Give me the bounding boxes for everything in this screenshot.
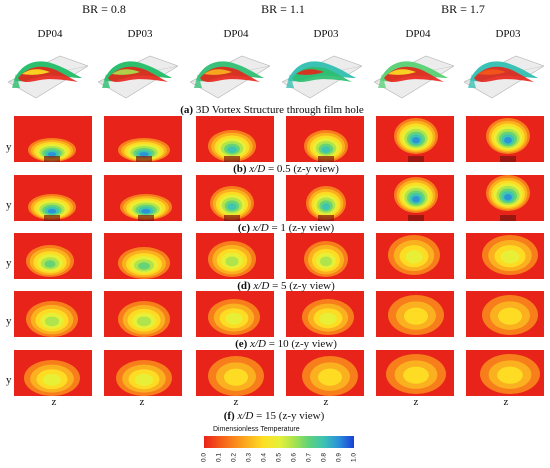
caption-f: (f) x/D = 15 (z-y view): [223, 410, 325, 422]
br-label-1.7: BR = 1.7: [441, 2, 485, 16]
temperature-contour: [466, 175, 544, 221]
y-axis-label-d: y: [6, 257, 12, 269]
temperature-contour: [196, 175, 274, 221]
temperature-contour: [286, 350, 364, 396]
temperature-contour: [14, 175, 92, 221]
temperature-contour: [104, 291, 182, 337]
colorbar: [204, 435, 354, 448]
temperature-contour: [466, 233, 544, 279]
y-axis-label-e: y: [6, 315, 12, 327]
colorbar-tick: 0.2: [230, 452, 238, 463]
y-axis-label-b: y: [6, 141, 12, 153]
temperature-contour: [466, 291, 544, 337]
case-label-1: DP04: [37, 28, 63, 40]
temperature-contour: [196, 116, 274, 162]
case-label-6: DP03: [495, 28, 521, 40]
temperature-contour: [14, 233, 92, 279]
temperature-contour: [196, 291, 274, 337]
colorbar-tick: 0.8: [320, 452, 328, 463]
temperature-contour: [14, 116, 92, 162]
temperature-contour: [376, 175, 454, 221]
colorbar-tick: 0.5: [275, 452, 283, 463]
colorbar-tick: 0.6: [290, 452, 298, 463]
vortex-3d-thumbnail: [374, 44, 454, 102]
temperature-contour: [14, 350, 92, 396]
caption-d: (d) x/D = 5 (z-y view): [237, 280, 335, 292]
z-axis-label-1: z: [51, 396, 57, 408]
temperature-contour: [104, 116, 182, 162]
z-axis-label-6: z: [503, 396, 509, 408]
temperature-contour: [196, 233, 274, 279]
temperature-contour: [466, 350, 544, 396]
colorbar-title: Dimensionless Temperature: [213, 426, 300, 433]
br-label-1.1: BR = 1.1: [261, 2, 305, 16]
br-label-0.8: BR = 0.8: [82, 2, 126, 16]
z-axis-label-5: z: [413, 396, 419, 408]
temperature-contour: [466, 116, 544, 162]
colorbar-tick: 0.0: [200, 452, 208, 463]
caption-a: (a) 3D Vortex Structure through film hol…: [180, 104, 364, 116]
case-label-2: DP03: [127, 28, 153, 40]
colorbar-gradient: [204, 436, 354, 448]
temperature-contour: [14, 291, 92, 337]
temperature-contour: [376, 116, 454, 162]
temperature-contour: [196, 350, 274, 396]
temperature-contour: [376, 350, 454, 396]
temperature-contour: [104, 233, 182, 279]
vortex-3d-thumbnail: [98, 44, 178, 102]
colorbar-tick: 0.7: [305, 452, 313, 463]
colorbar-tick: 0.1: [215, 452, 223, 463]
case-label-3: DP04: [223, 28, 249, 40]
y-axis-label-c: y: [6, 199, 12, 211]
case-label-4: DP03: [313, 28, 339, 40]
z-axis-label-2: z: [139, 396, 145, 408]
z-axis-label-3: z: [233, 396, 239, 408]
temperature-contour: [104, 175, 182, 221]
z-axis-label-4: z: [323, 396, 329, 408]
caption-c: (c) x/D = 1 (z-y view): [237, 222, 335, 234]
temperature-contour: [104, 350, 182, 396]
case-label-5: DP04: [405, 28, 431, 40]
temperature-contour: [376, 291, 454, 337]
caption-b: (b) x/D = 0.5 (z-y view): [233, 163, 339, 175]
vortex-3d-thumbnail: [190, 44, 270, 102]
vortex-3d-thumbnail: [8, 44, 88, 102]
colorbar-tick: 0.3: [245, 452, 253, 463]
temperature-contour: [286, 175, 364, 221]
y-axis-label-f: y: [6, 374, 12, 386]
colorbar-tick: 0.4: [260, 452, 268, 463]
vortex-3d-thumbnail: [464, 44, 544, 102]
caption-e: (e) x/D = 10 (z-y view): [235, 338, 337, 350]
colorbar-tick: 0.9: [335, 452, 343, 463]
temperature-contour: [286, 116, 364, 162]
temperature-contour: [286, 291, 364, 337]
temperature-contour: [376, 233, 454, 279]
temperature-contour: [286, 233, 364, 279]
colorbar-tick: 1.0: [350, 452, 358, 463]
vortex-3d-thumbnail: [282, 44, 362, 102]
